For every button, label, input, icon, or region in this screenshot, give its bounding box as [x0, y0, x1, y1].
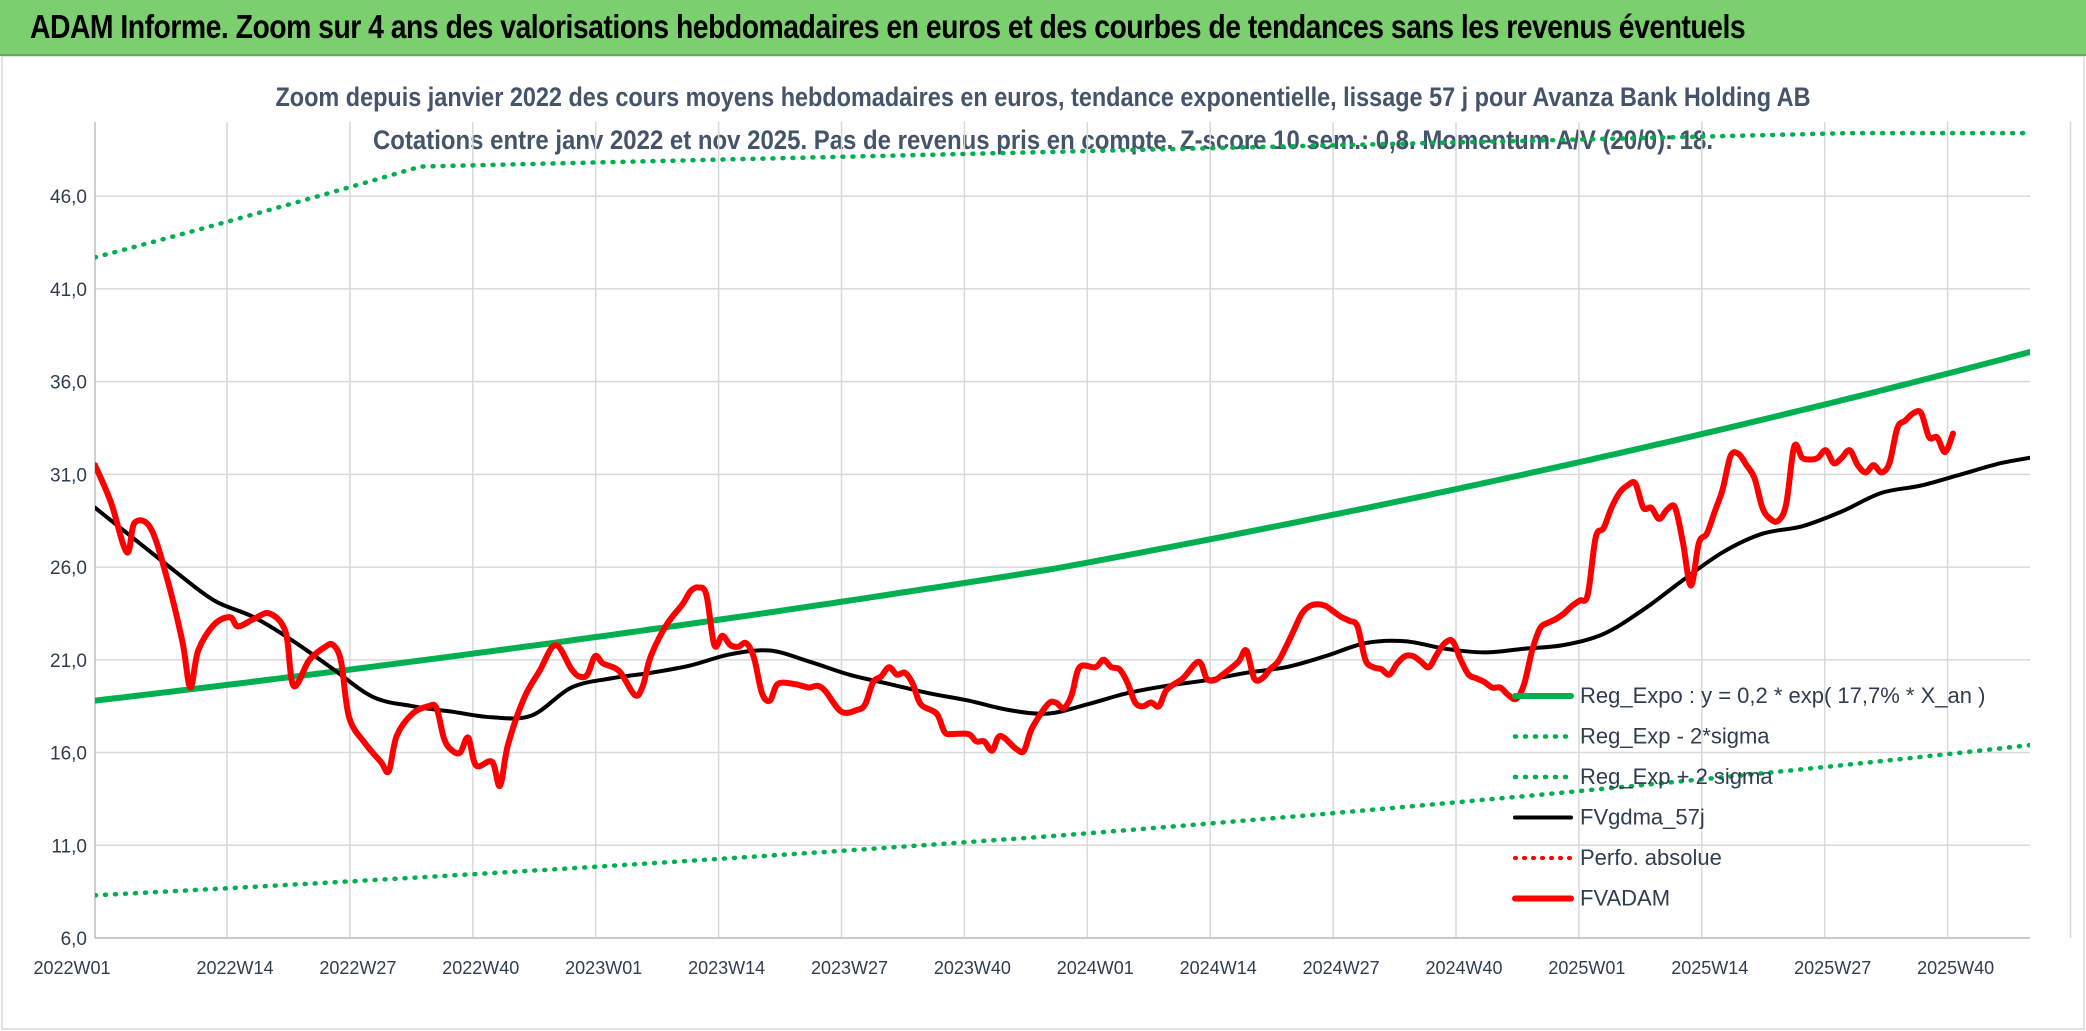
legend: Reg_Expo : y = 0,2 * exp( 17,7% * X_an )…	[1512, 683, 1985, 911]
y-tick-label: 26,0	[50, 558, 87, 579]
x-tick-label: 2024W27	[1303, 958, 1380, 978]
series-group	[95, 130, 2030, 898]
x-tick-label: 2023W01	[565, 958, 642, 978]
fvgdma-57j-line	[95, 455, 2030, 721]
reg-exp-minus-2sigma-line	[95, 742, 2030, 898]
y-tick-label: 11,0	[51, 836, 87, 857]
x-tick-label: 2023W27	[811, 958, 888, 978]
x-tick-label: 2025W01	[1548, 958, 1625, 978]
y-tick-label: 46,0	[50, 187, 87, 208]
axes: 6,0 11,0 16,0 21,0 26,0 31,0 36,0 41,0 46,0 2022W…	[33, 122, 2030, 978]
x-tick-label: 2022W14	[196, 958, 273, 978]
y-tick-label: 21,0	[50, 651, 87, 672]
legend-label: Reg_Exp + 2 sigma	[1580, 764, 1773, 789]
x-tick-label: 2025W14	[1671, 958, 1748, 978]
reg-expo-line	[95, 349, 2030, 704]
y-tick-label: 41,0	[50, 280, 87, 301]
legend-label: Reg_Expo : y = 0,2 * exp( 17,7% * X_an )	[1580, 683, 1985, 708]
reg-exp-plus-2sigma-line	[95, 130, 2030, 260]
legend-label: Reg_Exp - 2*sigma	[1580, 724, 1770, 749]
x-tick-label: 2023W14	[688, 958, 765, 978]
x-tick-label: 2024W40	[1425, 958, 1502, 978]
fvadam-line	[95, 408, 1956, 789]
report-title: ADAM Informe. Zoom sur 4 ans des valoris…	[30, 8, 1746, 45]
x-tick-label: 2025W27	[1794, 958, 1871, 978]
y-tick-label: 31,0	[50, 465, 87, 486]
legend-label: Perfo. absolue	[1580, 845, 1722, 870]
x-tick-label: 2023W40	[934, 958, 1011, 978]
y-tick-label: 16,0	[50, 744, 87, 765]
y-tick-label: 6,0	[61, 929, 87, 950]
y-tick-label: 36,0	[50, 373, 87, 394]
x-tick-label: 2022W01	[33, 958, 110, 978]
chart-title: Zoom depuis janvier 2022 des cours moyen…	[276, 82, 1811, 112]
x-tick-label: 2024W01	[1057, 958, 1134, 978]
x-tick-label: 2022W27	[319, 958, 396, 978]
x-tick-label: 2022W40	[442, 958, 519, 978]
legend-label: FVgdma_57j	[1580, 805, 1705, 830]
x-tick-label: 2025W40	[1917, 958, 1994, 978]
x-tick-label: 2024W14	[1180, 958, 1257, 978]
legend-label: FVADAM	[1580, 886, 1670, 911]
line-chart: Zoom depuis janvier 2022 des cours moyen…	[1, 56, 2085, 1030]
report-banner: ADAM Informe. Zoom sur 4 ans des valoris…	[0, 0, 2086, 56]
